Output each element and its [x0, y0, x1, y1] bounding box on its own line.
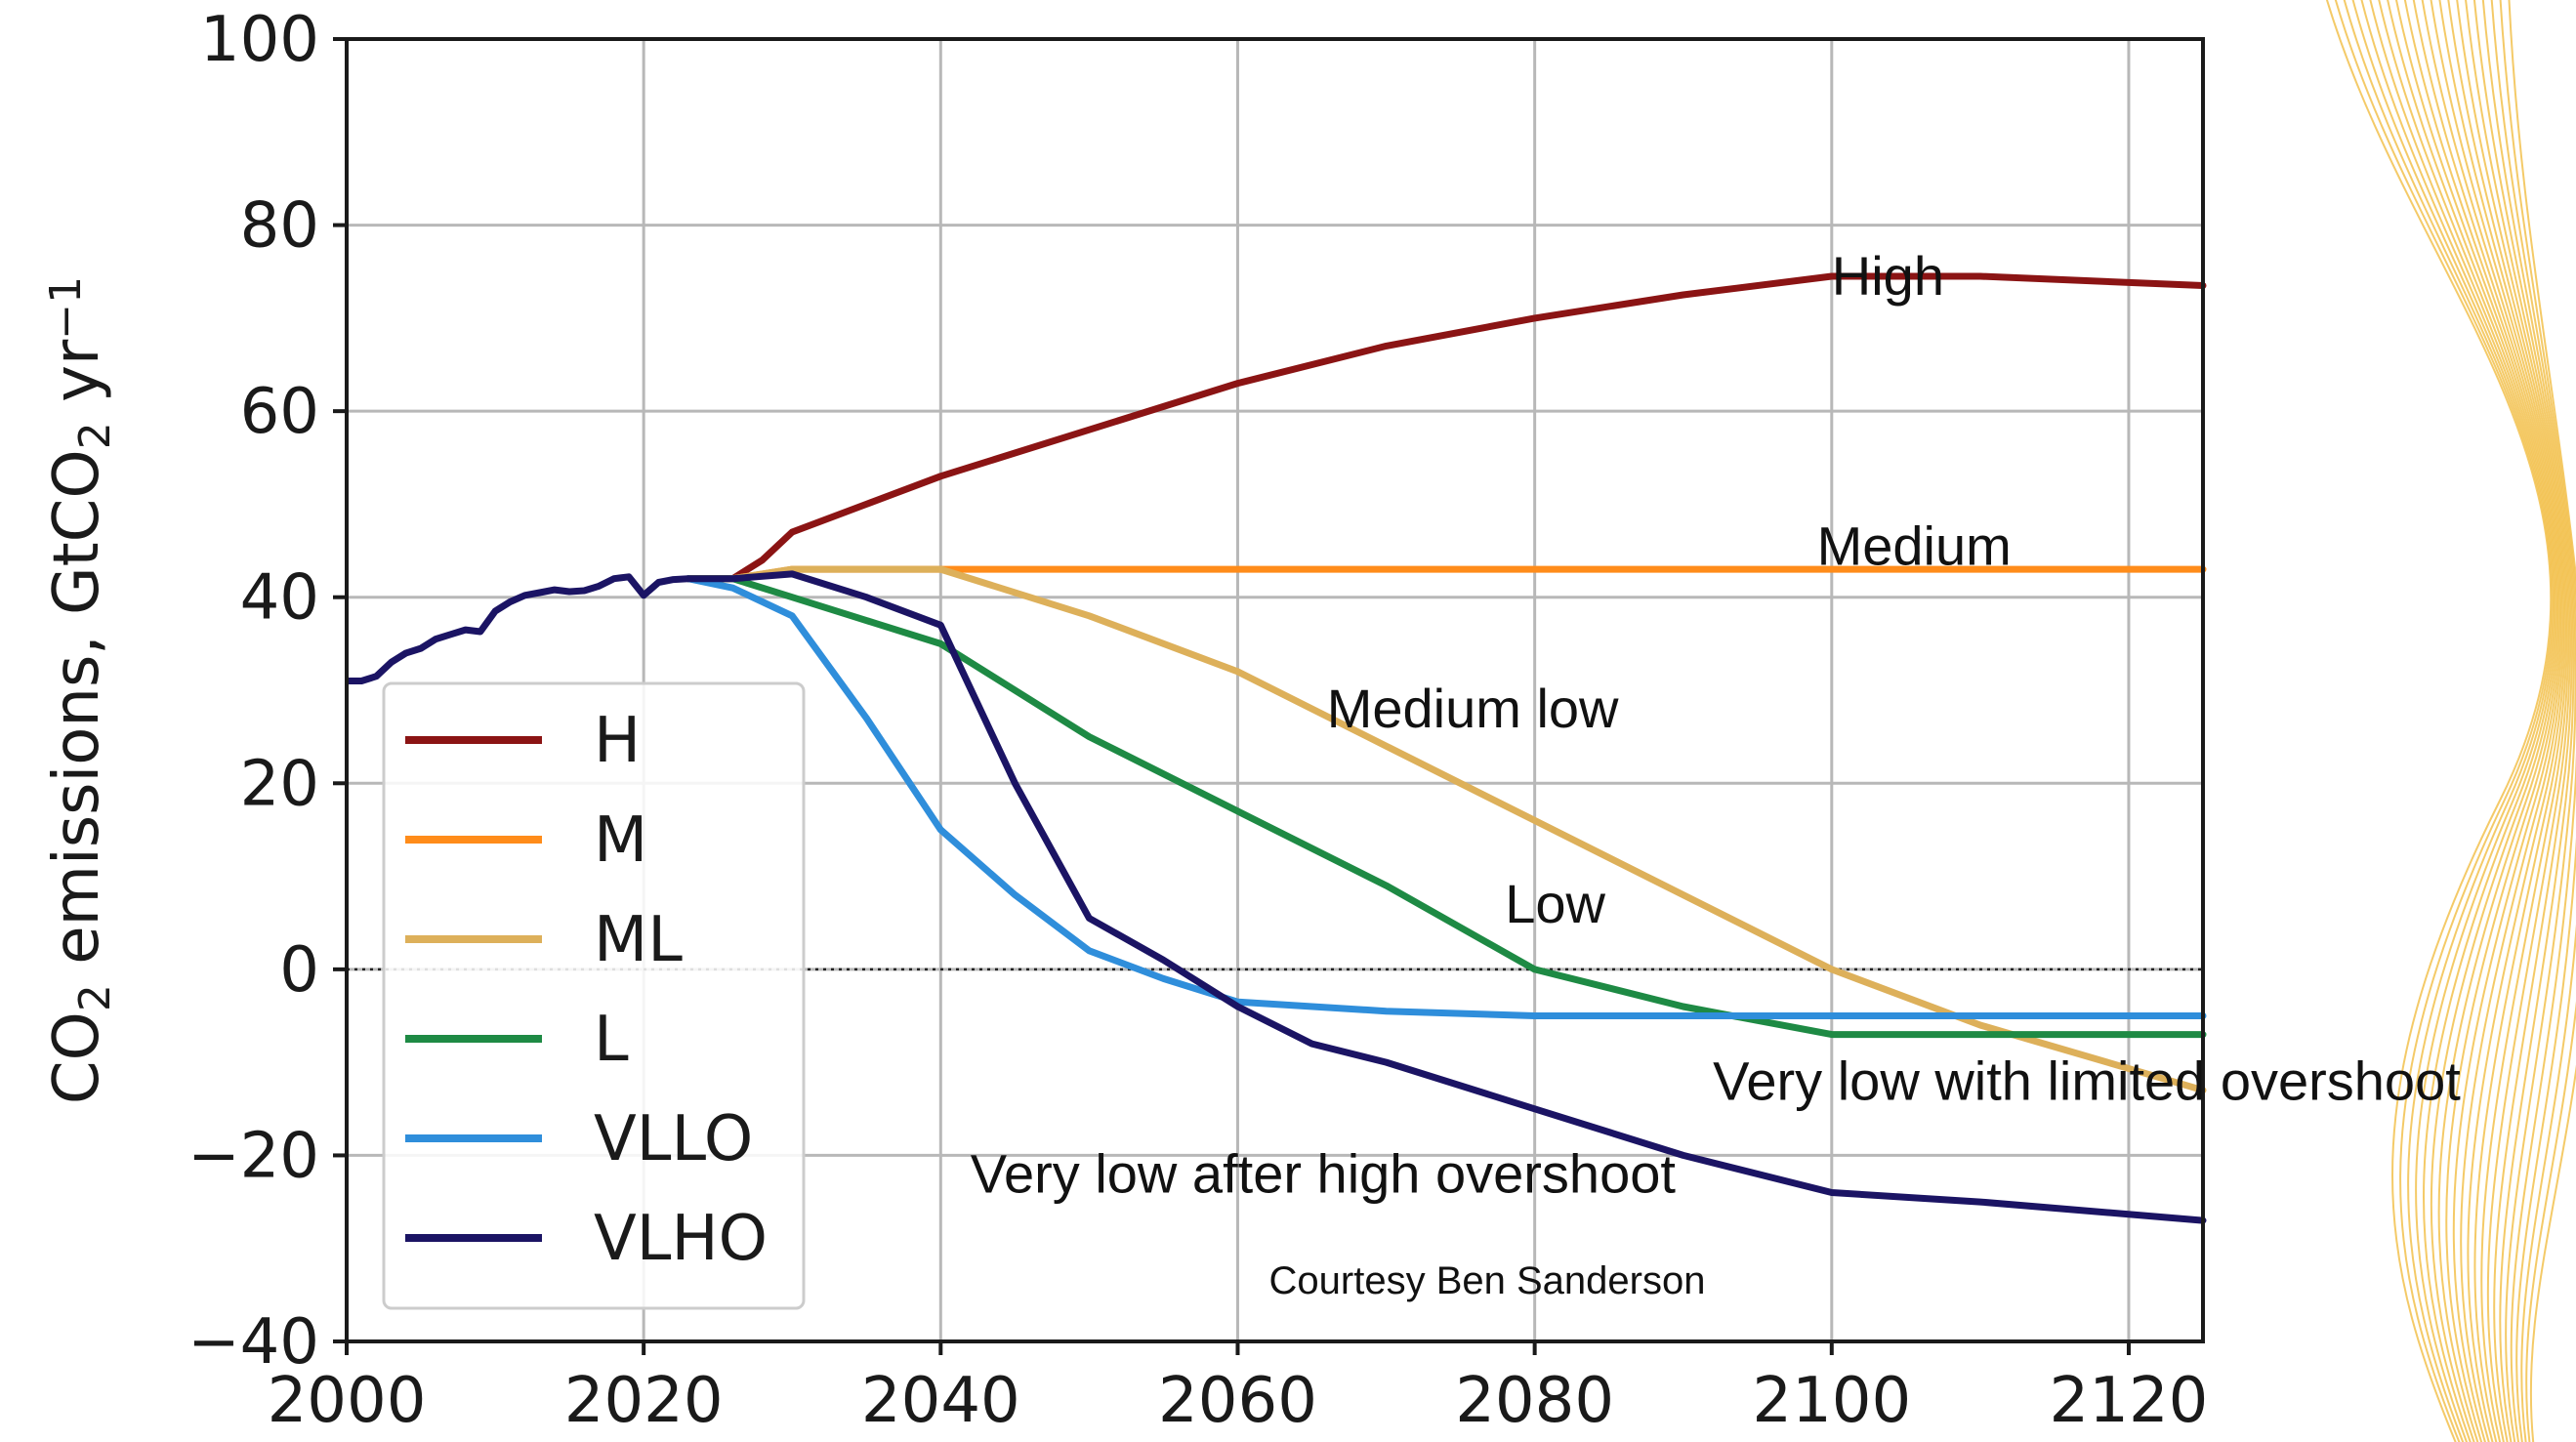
- legend-label-m: M: [594, 804, 647, 877]
- y-axis-label: CO2 emissions, GtCO2 yr−1: [41, 276, 120, 1104]
- series-line-vlho: [685, 570, 2207, 1224]
- y-axis-label-part: CO: [41, 1011, 113, 1104]
- y-tick-label: 60: [240, 376, 319, 448]
- y-tick-label: 0: [279, 934, 319, 1007]
- x-tick-label: 2060: [1158, 1365, 1317, 1437]
- legend-label-h: H: [594, 705, 641, 777]
- y-tick-label: −20: [187, 1120, 319, 1192]
- decorative-curve: [2499, 0, 2576, 1442]
- scenario-annotation: Very low after high overshoot: [971, 1143, 1677, 1205]
- x-tick-label: 2040: [861, 1365, 1020, 1437]
- legend-label-vllo: VLLO: [594, 1103, 753, 1175]
- y-axis-label-part: −1: [41, 276, 91, 340]
- decorative-curve: [2465, 0, 2576, 1442]
- decorative-curve: [2421, 0, 2567, 1442]
- series-line-ml: [685, 565, 2207, 1094]
- decorative-curve: [2473, 0, 2576, 1442]
- decorative-curves: [2326, 0, 2576, 1442]
- decorative-curve: [2412, 0, 2566, 1442]
- plot-frame: [345, 37, 2205, 1343]
- x-tick-label: 2120: [2050, 1365, 2209, 1437]
- scenario-annotation: Medium: [1817, 515, 2012, 576]
- series-line-l: [685, 575, 2207, 1039]
- decorative-curve: [2334, 0, 2554, 1442]
- decorative-curve: [2378, 0, 2560, 1442]
- scenario-annotation: Low: [1505, 873, 1605, 934]
- decorative-curve: [2438, 0, 2571, 1442]
- x-tick-label: 2000: [268, 1365, 427, 1437]
- legend-label-vlho: VLHO: [594, 1203, 768, 1275]
- x-tick-label: 2080: [1455, 1365, 1614, 1437]
- y-axis-label-part: emissions, GtCO: [41, 449, 113, 984]
- series-line-h: [685, 272, 2207, 583]
- x-tick-label: 2020: [564, 1365, 724, 1437]
- historical-line: [347, 573, 689, 684]
- decorative-curve: [2343, 0, 2555, 1442]
- decorative-curve: [2395, 0, 2563, 1442]
- y-axis-label-part: yr: [41, 339, 113, 422]
- x-tick-label: 2100: [1752, 1365, 1911, 1437]
- y-axis-ticks: −40 −20 0 20 40 60 80 100: [187, 4, 347, 1379]
- y-tick-label: 100: [200, 4, 319, 76]
- credit-text: Courtesy Ben Sanderson: [1269, 1259, 1706, 1302]
- y-tick-label: 20: [240, 748, 319, 820]
- decorative-curve: [2481, 0, 2576, 1442]
- series-line-vllo: [685, 575, 2207, 1019]
- decorative-curve: [2447, 0, 2573, 1442]
- legend: HM ML L VLLO VLHO: [382, 681, 806, 1310]
- decorative-curve: [2387, 0, 2561, 1442]
- decorative-curve: [2360, 0, 2557, 1442]
- y-axis-label-part: 2: [70, 422, 120, 449]
- decorative-curve: [2430, 0, 2569, 1442]
- y-tick-label: −40: [187, 1306, 319, 1379]
- scenario-annotation: Very low with limited overshoot: [1713, 1050, 2461, 1111]
- decorative-curve: [2326, 0, 2553, 1442]
- decorative-curve: [2403, 0, 2564, 1442]
- y-tick-label: 80: [240, 190, 319, 263]
- decorative-curve: [2508, 0, 2576, 1442]
- x-axis-ticks: 2000 2020 2040 2060 2080 2100 2120: [268, 1341, 2209, 1437]
- decorative-curve: [2490, 0, 2576, 1442]
- scenario-annotations: High Medium Medium low Low Very low with lim…: [971, 245, 2461, 1205]
- legend-label-l: L: [594, 1004, 629, 1076]
- scenario-annotation: Medium low: [1327, 678, 1619, 739]
- decorative-curve: [2456, 0, 2575, 1442]
- y-axis-label-part: 2: [70, 984, 120, 1011]
- scenario-annotation: High: [1832, 245, 1944, 307]
- decorative-curve: [2351, 0, 2556, 1442]
- legend-label-ml: ML: [594, 904, 683, 976]
- series-lines: [347, 272, 2207, 1224]
- decorative-curve: [2369, 0, 2559, 1442]
- y-tick-label: 40: [240, 562, 319, 635]
